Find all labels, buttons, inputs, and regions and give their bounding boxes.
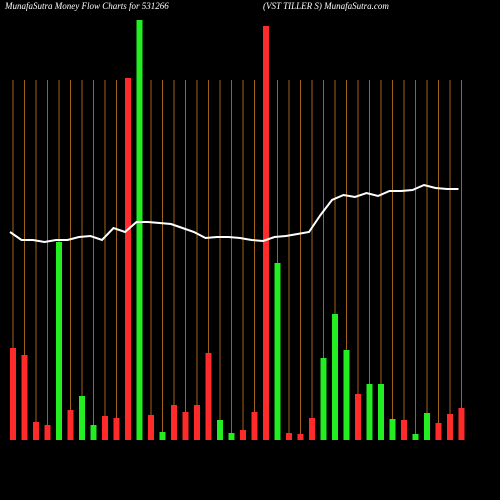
bar xyxy=(217,420,223,440)
bar xyxy=(447,414,453,440)
bar xyxy=(297,434,304,440)
bar xyxy=(320,358,327,440)
bar xyxy=(79,396,85,440)
bar xyxy=(67,410,74,440)
bar xyxy=(125,78,131,440)
bar xyxy=(251,412,258,440)
bar xyxy=(171,405,177,440)
money-flow-line xyxy=(9,183,459,244)
bar xyxy=(228,433,235,440)
bar xyxy=(33,422,39,440)
bar xyxy=(366,384,373,440)
bar xyxy=(102,416,108,440)
bar xyxy=(401,420,407,440)
bar xyxy=(435,423,442,440)
bar xyxy=(182,412,189,440)
bar xyxy=(159,432,166,440)
bar xyxy=(56,242,62,440)
bar xyxy=(10,348,16,440)
bar xyxy=(309,418,315,440)
bar xyxy=(113,418,120,440)
bar xyxy=(458,408,465,440)
bar xyxy=(378,384,384,440)
bar xyxy=(389,419,396,440)
bar xyxy=(355,394,361,440)
bar xyxy=(274,263,281,440)
bar xyxy=(424,413,430,440)
bar xyxy=(240,430,246,440)
bar xyxy=(286,433,292,440)
bar xyxy=(343,350,350,440)
chart-subtitle: (VST TILLER S) MunafaSutra.com xyxy=(263,1,389,11)
bar xyxy=(263,26,269,440)
bar xyxy=(136,20,143,440)
bar xyxy=(332,314,338,440)
bar xyxy=(412,434,419,440)
bar xyxy=(205,353,212,440)
bar xyxy=(21,355,28,440)
bar xyxy=(90,425,97,440)
bar xyxy=(44,425,51,440)
bar xyxy=(148,415,154,440)
bar xyxy=(194,405,200,440)
chart-title: MunafaSutra Money Flow Charts for 531266 xyxy=(4,1,169,11)
